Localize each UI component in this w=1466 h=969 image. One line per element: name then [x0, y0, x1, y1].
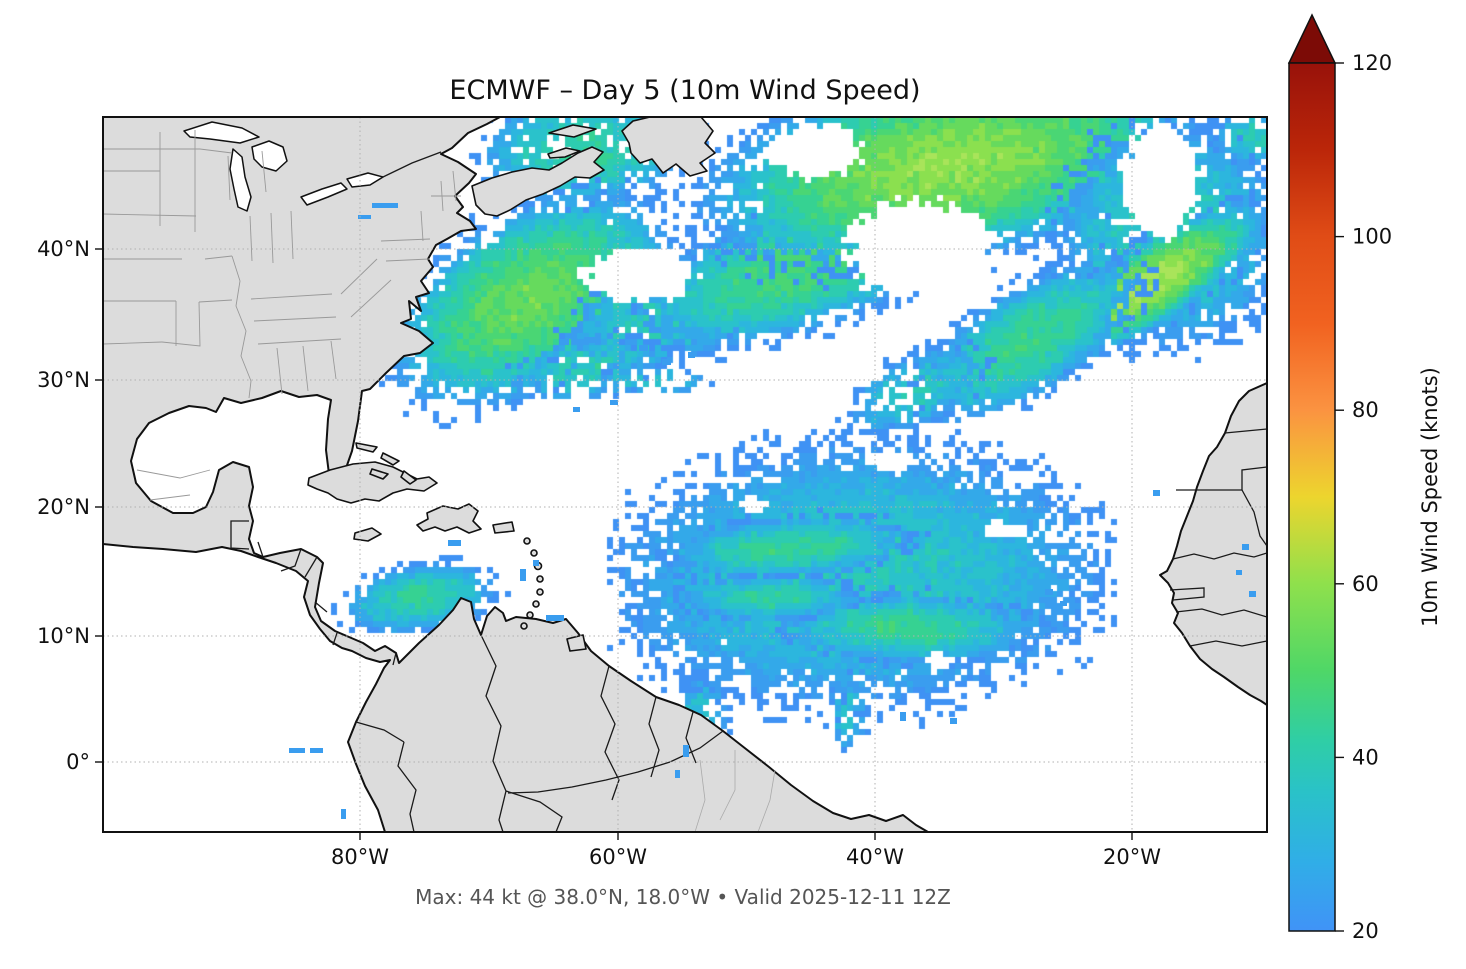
colorbar-tick-labels: 120 100 80 60 40 20 [1352, 51, 1392, 943]
cuba [307, 461, 438, 504]
x-axis-labels: 80°W 60°W 40°W 20°W [331, 845, 1161, 869]
puerto-rico [492, 521, 515, 534]
lon-label-60w: 60°W [589, 845, 647, 869]
prince-edward-island [547, 147, 581, 159]
colorbar-over-arrow [1287, 13, 1337, 64]
cb-label-60: 60 [1352, 572, 1379, 596]
lon-label-80w: 80°W [331, 845, 389, 869]
central-america-borders [230, 520, 397, 666]
nova-scotia [471, 146, 605, 217]
colorbar-ticks [1335, 62, 1344, 932]
colorbar: 120 100 80 60 40 20 10m Wind Speed (knot… [1287, 13, 1442, 943]
jamaica [353, 527, 382, 542]
americas-landmass [103, 117, 929, 832]
lesser-antilles [520, 537, 544, 630]
trinidad [566, 634, 587, 652]
chart-title: ECMWF – Day 5 (10m Wind Speed) [449, 75, 920, 106]
brazil-state-borders [694, 750, 776, 832]
graticule [103, 117, 1267, 832]
colorbar-gradient-bar [1288, 62, 1336, 932]
cb-label-80: 80 [1352, 398, 1379, 422]
hispaniola [416, 503, 482, 534]
lat-label-30n: 30°N [37, 368, 90, 392]
wind-dash-layer [289, 203, 1256, 819]
cb-label-120: 120 [1352, 51, 1392, 75]
islands [307, 117, 716, 652]
axis-ticks [95, 248, 1133, 840]
map-frame [102, 116, 1268, 833]
cb-label-100: 100 [1352, 225, 1392, 249]
lon-label-20w: 20°W [1103, 845, 1161, 869]
cb-label-40: 40 [1352, 745, 1379, 769]
lat-label-10n: 10°N [37, 624, 90, 648]
newfoundland [621, 117, 716, 177]
us-state-borders [103, 130, 461, 501]
chart-footer-caption: Max: 44 kt @ 38.0°N, 18.0°W • Valid 2025… [415, 885, 951, 909]
lat-label-0: 0° [66, 750, 90, 774]
lat-label-40n: 40°N [37, 237, 90, 261]
bahamas [355, 442, 417, 485]
lon-label-40w: 40°W [846, 845, 904, 869]
great-lakes [183, 121, 442, 212]
colorbar-axis-label: 10m Wind Speed (knots) [1418, 367, 1442, 627]
lat-label-20n: 20°N [37, 495, 90, 519]
africa-borders [1169, 428, 1267, 647]
cb-label-20: 20 [1352, 919, 1379, 943]
y-axis-labels: 40°N 30°N 20°N 10°N 0° [37, 237, 90, 774]
africa-landmass [1159, 382, 1267, 706]
anticosti-island [548, 124, 597, 138]
